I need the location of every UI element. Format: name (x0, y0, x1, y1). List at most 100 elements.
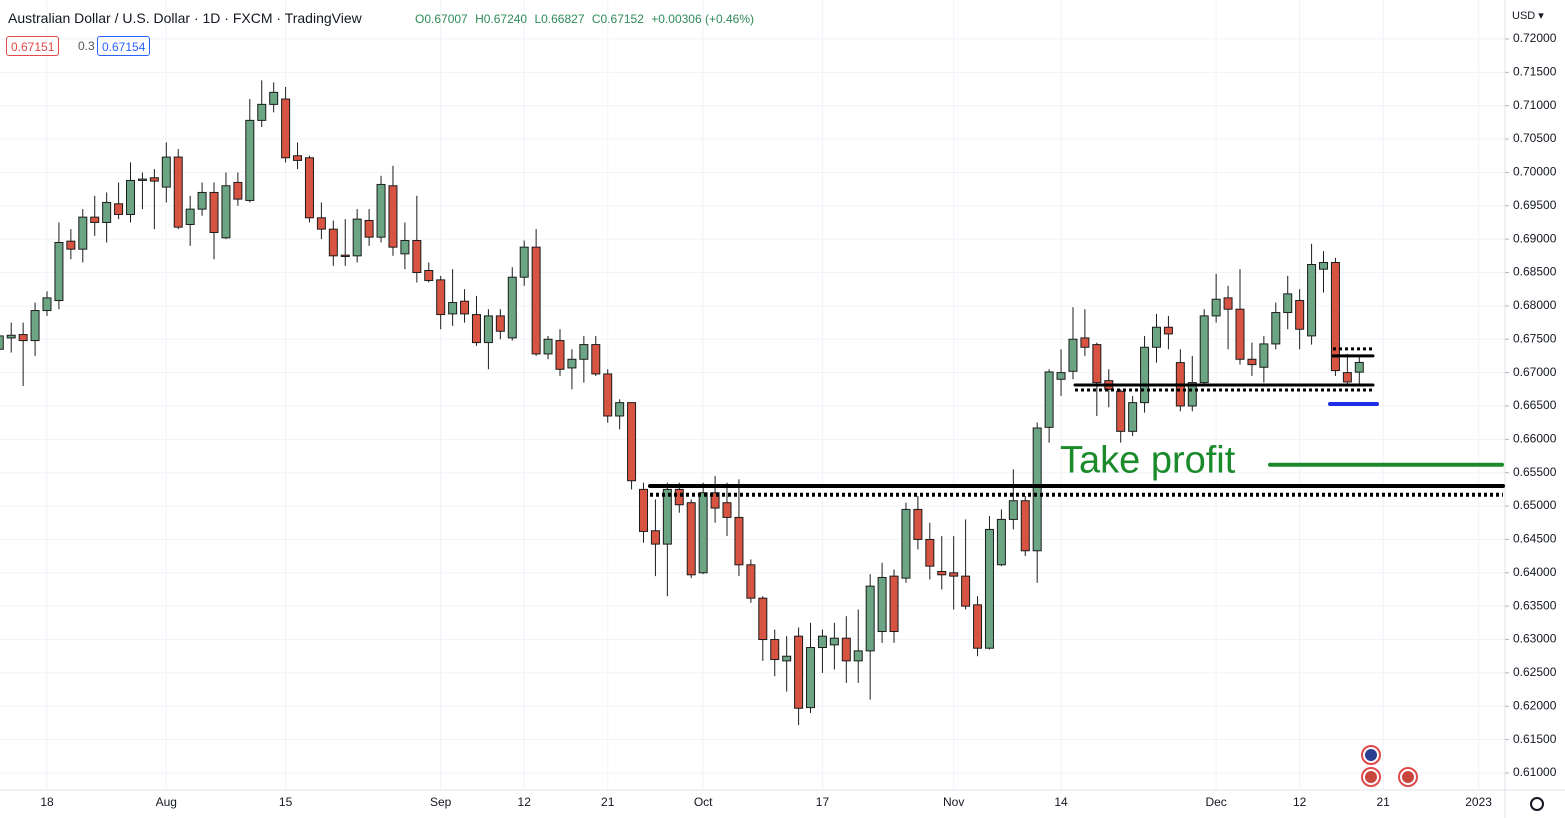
candle-body (1319, 262, 1329, 270)
y-tick-label: 0.61500 (1513, 732, 1557, 746)
candle-body (30, 310, 40, 342)
candle-body (400, 239, 410, 255)
candle-body (1140, 346, 1150, 404)
x-tick-label: 18 (40, 795, 54, 809)
candle-body (865, 585, 875, 652)
candle-body (567, 358, 577, 369)
candle-body (495, 315, 505, 332)
candle-body (722, 502, 732, 518)
y-tick-label: 0.71500 (1513, 65, 1557, 79)
x-tick-label: 12 (518, 795, 532, 809)
candle-body (806, 647, 816, 709)
currency-menu[interactable]: USD ▾ (1512, 10, 1544, 22)
candle-body (340, 254, 350, 258)
candle-body (436, 279, 446, 316)
candle-body (1020, 500, 1030, 552)
candle-body (1092, 344, 1102, 384)
candle-body (555, 340, 565, 370)
candle-body (1271, 312, 1281, 345)
candle-body (0, 335, 4, 350)
candle-body (185, 208, 195, 225)
buy-button[interactable]: 0.67154 (97, 36, 151, 56)
candle-body (1199, 315, 1209, 384)
candle-body (1235, 308, 1245, 360)
y-tick-label: 0.67000 (1513, 365, 1557, 379)
candle-body (1187, 382, 1197, 407)
y-tick-label: 0.64500 (1513, 532, 1557, 546)
candle-body (448, 302, 458, 315)
y-tick-label: 0.65500 (1513, 465, 1557, 479)
candle-body (794, 635, 804, 709)
y-tick-label: 0.62500 (1513, 665, 1557, 679)
candle-body (293, 155, 303, 161)
candle-body (782, 655, 792, 662)
candle-body (209, 191, 219, 233)
candle-body (1307, 264, 1317, 337)
candle-body (519, 246, 529, 278)
candle-body (650, 530, 660, 545)
candle-body (483, 315, 493, 344)
candle-body (197, 191, 207, 210)
candle-body (257, 103, 267, 121)
candle-body (746, 564, 756, 599)
event-icon[interactable] (1361, 767, 1381, 787)
candle-body (352, 218, 362, 257)
candle-body (817, 635, 827, 649)
candle-body (1163, 326, 1173, 335)
candle-body (531, 246, 541, 355)
candle-body (543, 338, 553, 355)
candle-body (102, 201, 112, 223)
candle-body (281, 98, 291, 159)
settings-icon[interactable] (1530, 797, 1544, 811)
candle-body (1295, 300, 1305, 330)
candle-body (579, 344, 589, 360)
candle-body (54, 241, 64, 302)
sell-button[interactable]: 0.67151 (6, 36, 60, 56)
candle-body (78, 216, 88, 250)
event-icon[interactable] (1361, 745, 1381, 765)
candle-body (507, 276, 517, 339)
candle-body (269, 91, 279, 105)
candle-body (328, 228, 338, 257)
candle-body (90, 216, 100, 223)
candle-body (388, 185, 398, 248)
ohlc-change: +0.00306 (+0.46%) (651, 12, 754, 26)
x-tick-label: 15 (279, 795, 293, 809)
candle-body (316, 217, 326, 230)
y-tick-label: 0.68000 (1513, 298, 1557, 312)
x-tick-label: 21 (1376, 795, 1390, 809)
candle-body (662, 488, 672, 545)
candle-body (173, 156, 183, 228)
candle-body (996, 518, 1006, 566)
y-tick-label: 0.69000 (1513, 231, 1557, 245)
candle-body (1080, 337, 1090, 348)
candle-body (674, 488, 684, 506)
event-icon-flag (1402, 771, 1414, 783)
candle-body (1175, 362, 1185, 407)
x-tick-label: 14 (1054, 795, 1068, 809)
event-icon-flag (1365, 771, 1377, 783)
candle-body (1032, 427, 1042, 552)
event-icon[interactable] (1398, 767, 1418, 787)
y-tick-label: 0.65000 (1513, 498, 1557, 512)
candle-body (126, 179, 136, 215)
candle-body (1128, 402, 1138, 432)
candle-body (961, 575, 971, 607)
candle-body (603, 373, 613, 417)
candle-body (758, 597, 768, 641)
candle-body (1104, 380, 1114, 390)
candle-body (1056, 372, 1066, 380)
candle-body (66, 240, 76, 250)
candle-body (686, 502, 696, 576)
x-tick-label: Oct (694, 795, 713, 809)
y-tick-label: 0.69500 (1513, 198, 1557, 212)
candle-body (1223, 297, 1233, 310)
x-tick-label: 2023 (1465, 795, 1492, 809)
candle-body (221, 185, 231, 239)
candle-body (734, 516, 744, 566)
candle-body (1247, 358, 1257, 366)
candle-body (245, 119, 255, 201)
ohlc-legend: O0.67007 H0.67240 L0.66827 C0.67152 +0.0… (415, 12, 758, 26)
